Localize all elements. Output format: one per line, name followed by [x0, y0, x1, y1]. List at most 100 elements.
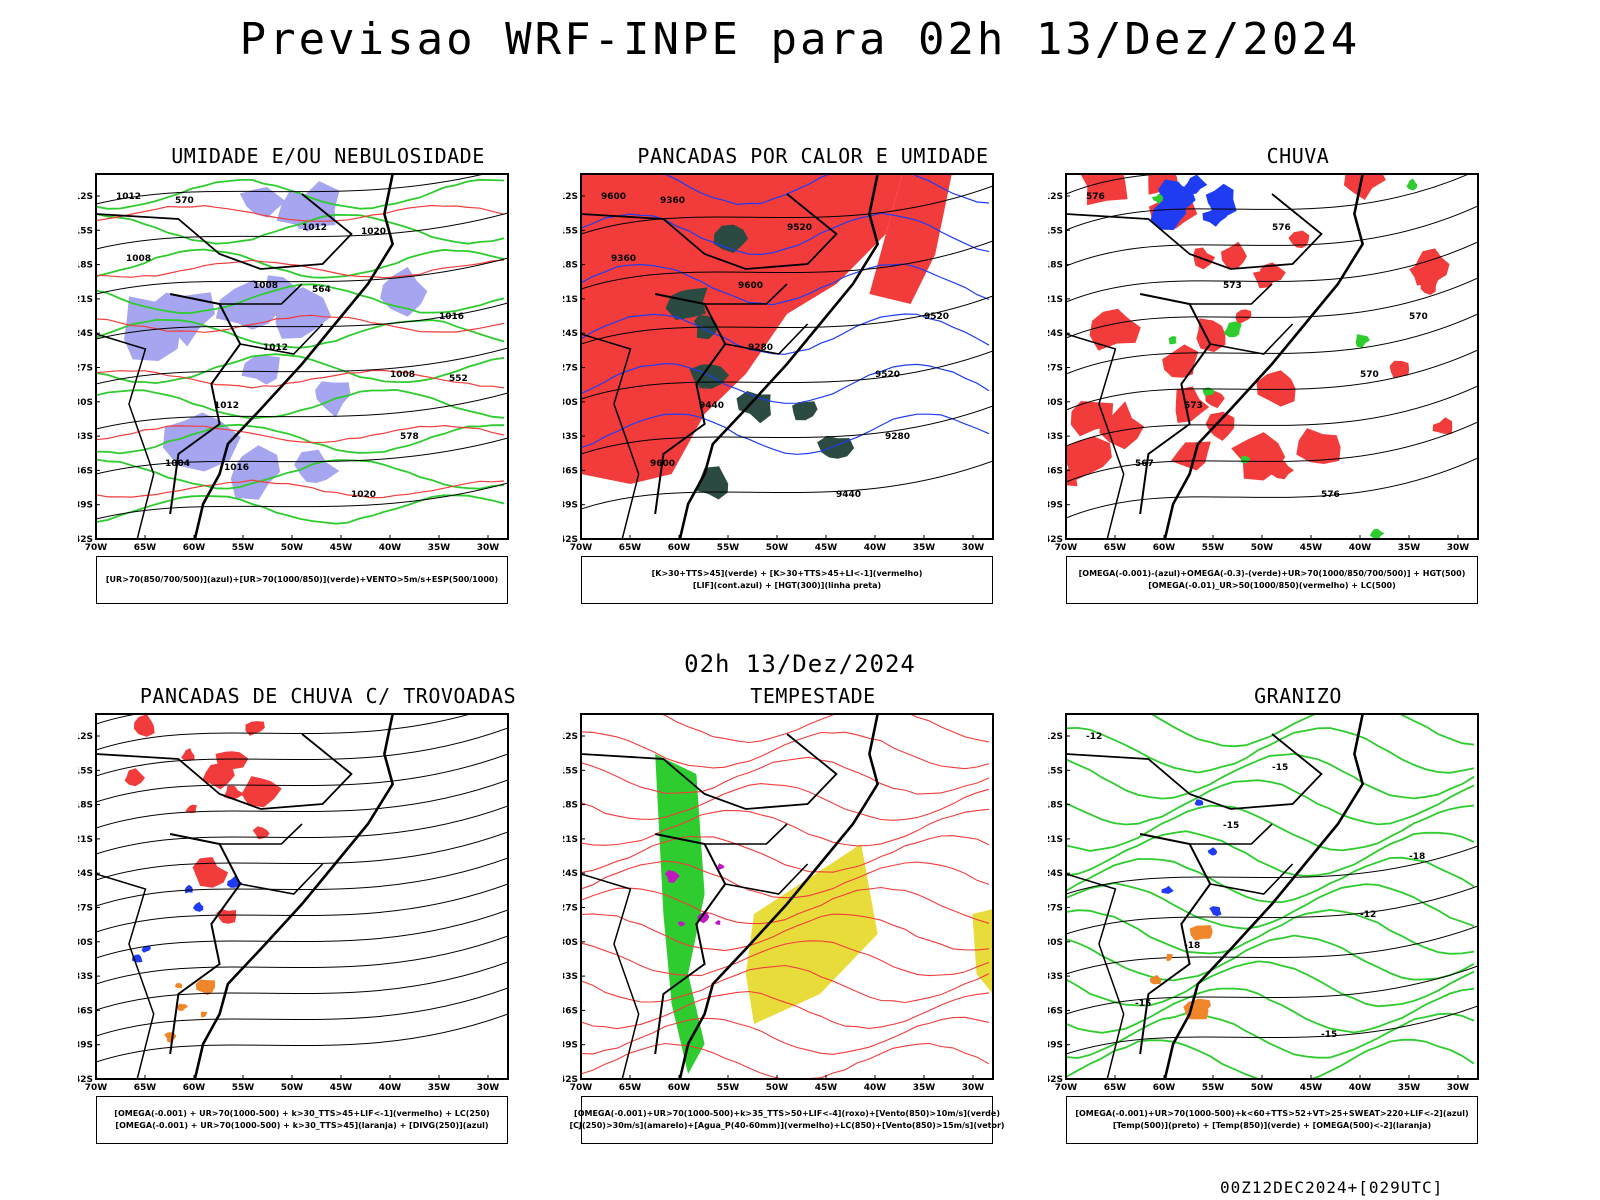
- lon-tick-label: 30W: [962, 1083, 985, 1093]
- coastline: [1163, 174, 1365, 539]
- precip-water-contour: [581, 964, 990, 1004]
- omega500-orange-area: [1189, 925, 1213, 941]
- thunderstorm-red-area: [223, 785, 245, 800]
- lat-tick-label: 42S: [563, 535, 578, 545]
- contour-label: 573: [1223, 281, 1242, 291]
- lat-tick-label: 42S: [1048, 1075, 1063, 1085]
- panel-tempestade: TEMPESTADE 12S 15S 18S 21S 24S 27S 30S 33S 36S 39…: [563, 684, 1063, 1184]
- country-border: [1139, 833, 1212, 1055]
- lifted-index-contour: [581, 263, 990, 306]
- legend-line: [K>30+TTS>45](verde) + [K>30+TTS>45+LI<-…: [651, 569, 923, 578]
- lon-tick-label: 65W: [134, 543, 157, 553]
- lifted-index-contour: [581, 362, 990, 404]
- lat-tick-label: 42S: [563, 1075, 578, 1085]
- hgt500-streamline: [1066, 421, 1478, 483]
- lat-tick-label: 27S: [563, 364, 578, 374]
- thickness-contour: [96, 369, 505, 389]
- thunderstorm-orange-area: [200, 1011, 208, 1018]
- panel-legend: [OMEGA(-0.001)+UR>70(1000-500)+k>35_TTS>…: [569, 1096, 1005, 1144]
- humidity-mid-shading: [163, 412, 241, 472]
- lat-tick-label: 18S: [1048, 261, 1063, 271]
- hgt300-contour: [581, 295, 993, 345]
- divergence-blue-area: [141, 945, 151, 953]
- severe-purple-area: [664, 870, 680, 883]
- contour-label: 1008: [126, 254, 151, 264]
- omega500-orange-area: [1149, 974, 1162, 985]
- contour-label: 9360: [660, 196, 685, 206]
- precip-water-contour: [581, 731, 990, 770]
- lat-tick-label: 30S: [1048, 398, 1063, 408]
- panel-granizo: GRANIZO -12 -15 -12 -15 -15 -18 -18 -15 12S 15S 18…: [1048, 684, 1548, 1184]
- rain-red-area: [1389, 360, 1410, 379]
- pressure-isobar: [96, 437, 508, 475]
- legend-line: [CJ(250)>30m/s](amarelo)+[Agua_P(40-60mm…: [569, 1121, 1005, 1130]
- severe-purple-area: [697, 912, 710, 924]
- state-border: [219, 283, 324, 355]
- lat-tick-label: 15S: [1048, 766, 1063, 776]
- panel-legend: [OMEGA(-0.001) + UR>70(1000-500) + k>30_…: [96, 1096, 508, 1144]
- temp850-contour: [1066, 856, 1475, 904]
- precip-water-contour: [581, 714, 990, 744]
- lon-tick-label: 45W: [1300, 543, 1323, 553]
- panel-legend: [K>30+TTS>45](verde) + [K>30+TTS>45+LI<-…: [581, 556, 993, 604]
- map-canvas: 12S 15S 18S 21S 24S 27S 30S 33S 36S 39S 42S70W 65W 6…: [78, 713, 509, 1093]
- lon-tick-label: 70W: [85, 1083, 108, 1093]
- temp850-contour: [1066, 908, 1475, 955]
- country-border: [654, 833, 727, 1055]
- lifted-index-contour: [581, 212, 990, 256]
- instability-green-area: [792, 401, 818, 421]
- jet-yellow-area: [972, 909, 993, 994]
- pressure-isobar: [96, 174, 487, 205]
- precip-water-contour: [581, 860, 990, 899]
- lon-tick-label: 70W: [85, 543, 108, 553]
- lon-tick-label: 40W: [1349, 543, 1372, 553]
- lat-tick-label: 12S: [78, 192, 93, 202]
- contour-label: 1008: [390, 370, 415, 380]
- humidity-low-contour: [96, 494, 505, 525]
- contour-label: -15: [1272, 763, 1288, 773]
- legend-line: [Temp(500)](preto) + [Temp(850)](verde) …: [1112, 1121, 1432, 1130]
- lon-tick-label: 35W: [1398, 1083, 1421, 1093]
- contour-label: 1016: [439, 312, 464, 322]
- thunderstorm-red-area: [192, 857, 229, 888]
- legend-line: [OMEGA(-0.01)_UR>50(1000/850)(vermelho) …: [1148, 581, 1396, 590]
- humidity-low-contour: [96, 423, 504, 455]
- state-border: [704, 823, 809, 895]
- lon-tick-label: 50W: [766, 1083, 789, 1093]
- map-canvas: 1012 1008 1008 1004 1012 1016 1012 1020 1008 1012…: [78, 173, 509, 553]
- contour-label: 9520: [787, 223, 812, 233]
- lat-tick-label: 33S: [1048, 432, 1063, 442]
- lat-tick-label: 36S: [563, 1006, 578, 1016]
- humidity-mid-shading: [294, 449, 340, 483]
- state-border: [704, 283, 809, 355]
- pressure-isobar: [96, 347, 508, 385]
- lon-tick-label: 70W: [1055, 1083, 1078, 1093]
- rain-red-area: [1288, 230, 1310, 249]
- temp500-contour: [1066, 925, 1478, 975]
- lon-tick-label: 45W: [1300, 1083, 1323, 1093]
- hgt300-contour: [581, 460, 993, 510]
- lat-tick-label: 30S: [78, 398, 93, 408]
- map-canvas: -12 -15 -12 -15 -15 -18 -18 -15 12S 15S 18S 21S 24S 2…: [1048, 713, 1479, 1093]
- lon-tick-label: 65W: [1104, 543, 1127, 553]
- hail-blue-area: [1207, 847, 1218, 856]
- temp850-contour: [1066, 779, 1475, 826]
- contour-label: 1020: [351, 490, 376, 500]
- lon-tick-label: 45W: [330, 1083, 353, 1093]
- lon-tick-label: 40W: [864, 543, 887, 553]
- coastline: [1163, 714, 1365, 1079]
- lat-tick-label: 39S: [563, 501, 578, 511]
- lat-tick-label: 42S: [78, 535, 93, 545]
- panel-trovoadas: PANCADAS DE CHUVA C/ TROVOADAS 12S 15S 18S…: [78, 684, 578, 1184]
- lon-tick-label: 45W: [815, 543, 838, 553]
- lat-tick-label: 21S: [78, 835, 93, 845]
- country-border: [96, 333, 155, 539]
- lc250-streamline: [96, 935, 508, 985]
- pressure-isobar: [96, 302, 508, 340]
- lifted-index-contour: [662, 174, 990, 206]
- lat-tick-label: 33S: [78, 432, 93, 442]
- omega-green-area: [1223, 321, 1242, 338]
- precip-water-contour: [581, 835, 990, 874]
- precip-water-contour: [581, 1016, 990, 1055]
- precip-water-contour: [581, 808, 990, 847]
